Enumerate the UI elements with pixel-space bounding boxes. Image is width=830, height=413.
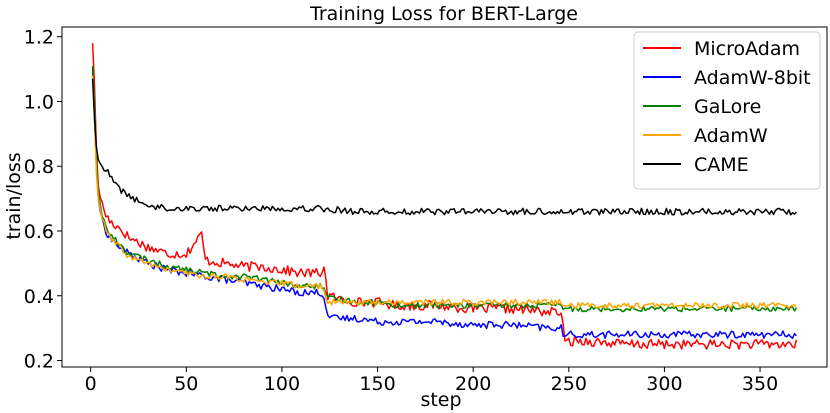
x-tick-label: 0 bbox=[85, 373, 97, 395]
plot-area bbox=[91, 43, 798, 350]
y-tick-label: 1.2 bbox=[24, 27, 54, 49]
y-tick-label: 1.0 bbox=[24, 91, 54, 113]
chart-title: Training Loss for BERT-Large bbox=[309, 3, 578, 25]
x-tick-label: 250 bbox=[551, 373, 587, 395]
y-tick-label: 0.8 bbox=[24, 156, 54, 178]
legend-label: CAME bbox=[694, 154, 749, 176]
legend-label: MicroAdam bbox=[694, 38, 800, 60]
series-line-adamw bbox=[91, 75, 798, 310]
series-line-came bbox=[91, 78, 797, 216]
y-axis-label: train/loss bbox=[3, 152, 25, 239]
plot-frame bbox=[61, 26, 828, 368]
legend-label: AdamW bbox=[694, 125, 768, 147]
series-line-galore bbox=[91, 65, 798, 313]
y-tick-label: 0.6 bbox=[24, 221, 54, 243]
legend-box bbox=[633, 31, 821, 190]
legend: MicroAdam AdamW-8bit GaLore AdamW CAME bbox=[633, 31, 821, 190]
x-tick-label: 200 bbox=[455, 373, 491, 395]
legend-label: AdamW-8bit bbox=[694, 67, 811, 89]
x-tick-label: 300 bbox=[646, 373, 682, 395]
x-tick-label: 100 bbox=[264, 373, 300, 395]
x-axis: 0 50 100 150 200 250 300 350 bbox=[85, 367, 778, 395]
y-axis: 0.2 0.4 0.6 0.8 1.0 1.2 bbox=[24, 27, 62, 373]
series-line-microadam bbox=[91, 43, 798, 350]
x-tick-label: 150 bbox=[359, 373, 395, 395]
y-tick-label: 0.2 bbox=[24, 351, 54, 373]
series-line-adamw-8bit bbox=[91, 69, 797, 339]
legend-label: GaLore bbox=[694, 96, 761, 118]
x-tick-label: 50 bbox=[174, 373, 198, 395]
y-tick-label: 0.4 bbox=[24, 286, 54, 308]
x-tick-label: 350 bbox=[742, 373, 778, 395]
x-axis-label: step bbox=[420, 389, 461, 411]
